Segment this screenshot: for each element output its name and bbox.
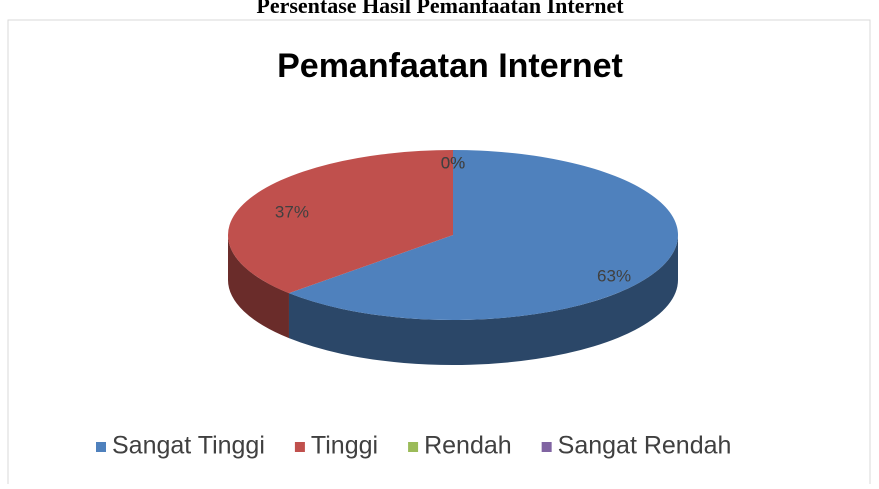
legend-label: Rendah	[424, 432, 512, 460]
chart-title: Pemanfaatan Internet	[277, 47, 623, 85]
data-label: 63%	[597, 267, 631, 286]
legend-swatch	[408, 442, 419, 452]
legend-swatch	[294, 442, 305, 452]
data-label: 37%	[275, 202, 309, 221]
data-label: 0%	[441, 154, 466, 173]
legend-label: Tinggi	[311, 432, 378, 460]
pie-slice	[288, 150, 679, 320]
legend-label: Sangat Rendah	[558, 432, 732, 460]
data-label: 0%	[441, 154, 466, 173]
pie-side	[228, 235, 289, 339]
legend-swatch	[96, 442, 106, 452]
pie-slice	[228, 150, 453, 294]
legend-label: Sangat Tinggi	[112, 432, 265, 460]
pie-side	[288, 235, 678, 365]
legend-swatch	[541, 442, 552, 452]
page-header: Persentase Hasil Pemanfaatan Internet	[256, 0, 624, 18]
